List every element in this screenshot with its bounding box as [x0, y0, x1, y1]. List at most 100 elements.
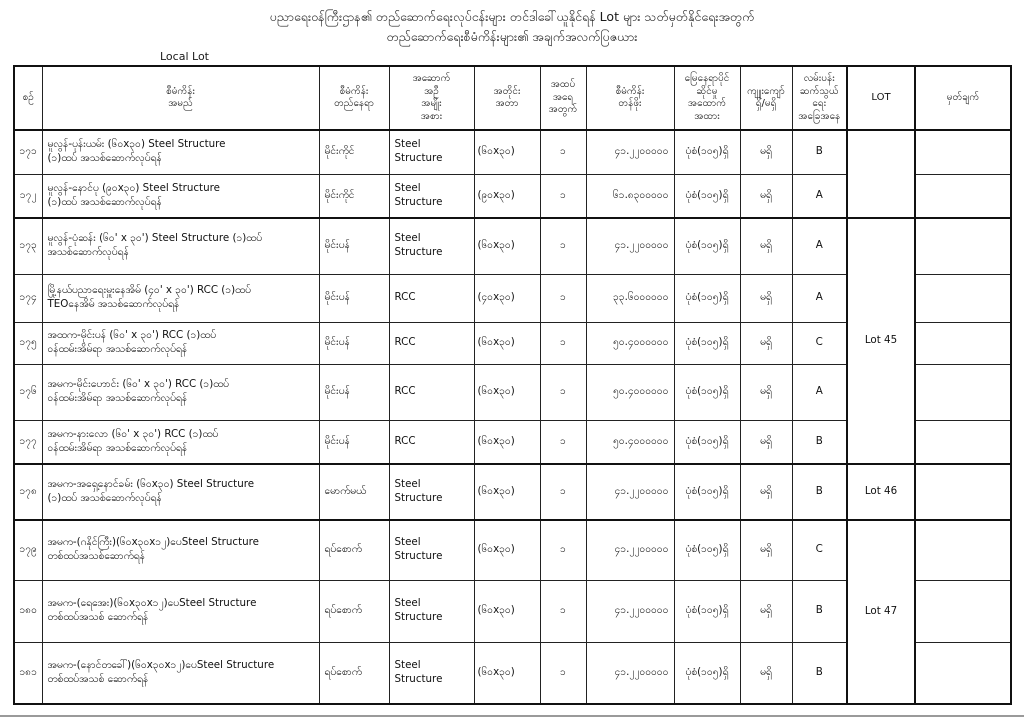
remark-cell	[914, 129, 1012, 175]
land-ownership-cell: ပုံစံ(၁၀၅)ရှိ	[673, 217, 741, 275]
table-row: ၁၈၀ အမက-(ရေအေး)(၆၀x၃၀x၁၂)ပေSteel Structur…	[13, 579, 1012, 643]
floors-cell: ၁	[539, 217, 587, 275]
floors-cell: ၁	[539, 641, 587, 705]
land-ownership-cell: ပုံစံ(၁၀၅)ရှိ	[673, 321, 741, 365]
col-header-lot: LOT	[846, 65, 916, 131]
dimension-cell: (၆၀x၃၀)	[473, 419, 541, 465]
col-header-dimension: အတိုင်း အတာ	[473, 65, 541, 131]
road-access-cell: C	[791, 519, 848, 581]
page-bottom-rule	[0, 715, 1024, 717]
dimension-cell: (၆၀x၃၀)	[473, 519, 541, 581]
local-lot-label: Local Lot	[160, 50, 209, 63]
floors-cell: ၁	[539, 173, 587, 219]
building-type-cell: Steel Structure	[388, 463, 475, 521]
land-ownership-cell: ပုံစံ(၁၀၅)ရှိ	[673, 519, 741, 581]
col-header-location: စီမံကိန်း တည်နေရာ	[318, 65, 390, 131]
building-type-cell: RCC	[388, 321, 475, 365]
project-name-cell: အမက-မိုင်းဟောင်း (၆၀' x ၃၀') RCC (၁)ထပ် …	[41, 363, 320, 421]
table-row: ၁၇၈ အမက-အရှေ့နောင်ခမ်း (၆၀x၃၀) Steel Stru…	[13, 463, 1012, 521]
col-header-serial: စဉ်	[13, 65, 43, 131]
location-cell: မိုင်းပန်	[318, 419, 390, 465]
land-ownership-cell: ပုံစံ(၁၀၅)ရှိ	[673, 579, 741, 643]
serial-cell: ၁၇၁	[13, 129, 43, 175]
road-access-cell: B	[791, 579, 848, 643]
floors-cell: ၁	[539, 273, 587, 323]
project-value-cell: ၆၁.၈၃၀၀၀၀၀	[585, 173, 675, 219]
remark-cell	[914, 463, 1012, 521]
project-name-cell: အမက-နားလော (၆၀' x ၃၀') RCC (၁)ထပ် ဝန်ထမ်…	[41, 419, 320, 465]
encroachment-cell: မရှိ	[739, 273, 793, 323]
project-name-cell: မူလွန်-ပုံဆန်း (၆၀' x ၃၀') Steel Structu…	[41, 217, 320, 275]
encroachment-cell: မရှိ	[739, 579, 793, 643]
dimension-cell: (၉၀x၃၀)	[473, 173, 541, 219]
land-ownership-cell: ပုံစံ(၁၀၅)ရှိ	[673, 273, 741, 323]
dimension-cell: (၆၀x၃၀)	[473, 579, 541, 643]
remark-cell	[914, 321, 1012, 365]
floors-cell: ၁	[539, 363, 587, 421]
project-value-cell: ၅၀.၄၀၀၀၀၀၀	[585, 419, 675, 465]
report-title-line2: တည်ဆောက်ရေးစီမံကိန်းများ၏ အချက်အလက်ပြဇယာ…	[386, 29, 638, 44]
remark-cell	[914, 419, 1012, 465]
serial-cell: ၁၇၆	[13, 363, 43, 421]
serial-cell: ၁၇၅	[13, 321, 43, 365]
remark-cell	[914, 519, 1012, 581]
report-title: ပညာရေးဝန်ကြီးဌာန၏ တည်ဆောက်ရေးလုပ်ငန်းမျာ…	[0, 7, 1024, 47]
building-type-cell: RCC	[388, 363, 475, 421]
encroachment-cell: မရှိ	[739, 129, 793, 175]
land-ownership-cell: ပုံစံ(၁၀၅)ရှိ	[673, 419, 741, 465]
dimension-cell: (၆၀x၃၀)	[473, 641, 541, 705]
building-type-cell: Steel Structure	[388, 641, 475, 705]
remark-cell	[914, 173, 1012, 219]
encroachment-cell: မရှိ	[739, 519, 793, 581]
col-header-encroachment: ကျူးကျော် ရှိ/မရှိ	[739, 65, 793, 131]
dimension-cell: (၆၀x၃၀)	[473, 463, 541, 521]
building-type-cell: RCC	[388, 419, 475, 465]
serial-cell: ၁၇၇	[13, 419, 43, 465]
dimension-cell: (၄၀x၃၀)	[473, 273, 541, 323]
remark-cell	[914, 363, 1012, 421]
land-ownership-cell: ပုံစံ(၁၀၅)ရှိ	[673, 641, 741, 705]
road-access-cell: B	[791, 129, 848, 175]
lot-cell: Lot 47	[846, 519, 916, 705]
table-row: ၁၇၂ မူလွန်-နောင်ပု (၉၀x၃၀) Steel Structur…	[13, 173, 1012, 219]
encroachment-cell: မရှိ	[739, 321, 793, 365]
table-row: ၁၇၆ အမက-မိုင်းဟောင်း (၆၀' x ၃၀') RCC (၁)ထ…	[13, 363, 1012, 421]
road-access-cell: A	[791, 273, 848, 323]
project-name-cell: မူလွန်-ပုန်းယမ်း (၆၀x၃၀) Steel Structure…	[41, 129, 320, 175]
report-title-line1: ပညာရေးဝန်ကြီးဌာန၏ တည်ဆောက်ရေးလုပ်ငန်းမျာ…	[269, 9, 755, 24]
location-cell: မိုင်းပန်	[318, 321, 390, 365]
location-cell: မိုင်းကိုင်	[318, 129, 390, 175]
road-access-cell: B	[791, 419, 848, 465]
encroachment-cell: မရှိ	[739, 641, 793, 705]
remark-cell	[914, 217, 1012, 275]
floors-cell: ၁	[539, 321, 587, 365]
remark-cell	[914, 273, 1012, 323]
project-value-cell: ၅၀.၄၀၀၀၀၀၀	[585, 363, 675, 421]
col-header-project-name: စီမံကိန်း အမည်	[41, 65, 320, 131]
location-cell: မိုင်းပန်	[318, 273, 390, 323]
table-row: ၁၇၃ မူလွန်-ပုံဆန်း (၆၀' x ၃၀') Steel Stru…	[13, 217, 1012, 465]
building-type-cell: Steel Structure	[388, 519, 475, 581]
table-row: ၁၇၄ မြို့နယ်ပညာရေးမှူးနေအိမ် (၄၀' x ၃၀') …	[13, 273, 1012, 323]
project-value-cell: ၄၁.၂၂၀၀၀၀၀	[585, 463, 675, 521]
dimension-cell: (၆၀x၃၀)	[473, 363, 541, 421]
land-ownership-cell: ပုံစံ(၁၀၅)ရှိ	[673, 129, 741, 175]
road-access-cell: A	[791, 173, 848, 219]
project-value-cell: ၄၁.၂၂၀၀၀၀၀	[585, 129, 675, 175]
table-row: ၁၇၇ အမက-နားလော (၆၀' x ၃၀') RCC (၁)ထပ် ဝန်…	[13, 419, 1012, 465]
col-header-project-value: စီမံကိန်း တန်ဖိုး	[585, 65, 675, 131]
location-cell: ရပ်စောက်	[318, 641, 390, 705]
project-value-cell: ၄၁.၂၂၀၀၀၀၀	[585, 579, 675, 643]
dimension-cell: (၆၀x၃၀)	[473, 321, 541, 365]
project-value-cell: ၄၁.၂၂၀၀၀၀၀	[585, 217, 675, 275]
project-name-cell: အမက-(နောင်တခေါ်)(၆၀x၃၀x၁၂)ပေSteel Struct…	[41, 641, 320, 705]
encroachment-cell: မရှိ	[739, 173, 793, 219]
building-type-cell: Steel Structure	[388, 129, 475, 175]
road-access-cell: B	[791, 463, 848, 521]
floors-cell: ၁	[539, 419, 587, 465]
table-row: ၁၇၉ အမက-(ဂနိုင်ကြီး)(၆၀x၃၀x၁၂)ပေSteel Str…	[13, 519, 1012, 705]
project-name-cell: မြို့နယ်ပညာရေးမှူးနေအိမ် (၄၀' x ၃၀') RCC…	[41, 273, 320, 323]
location-cell: မိုင်းပန်	[318, 217, 390, 275]
project-name-cell: အမက-(ရေအေး)(၆၀x၃၀x၁၂)ပေSteel Structure တ…	[41, 579, 320, 643]
floors-cell: ၁	[539, 129, 587, 175]
